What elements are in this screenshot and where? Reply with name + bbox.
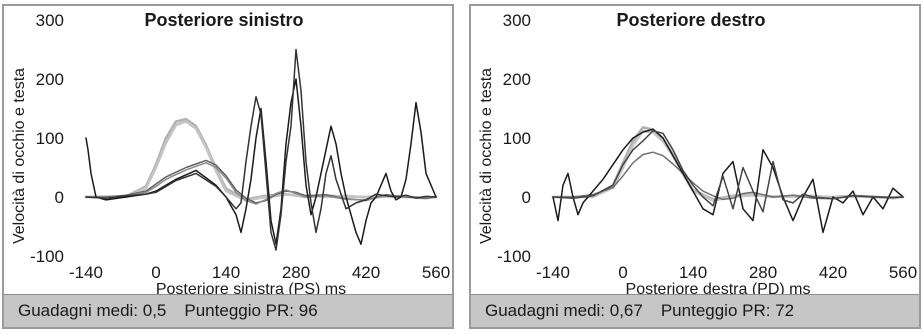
- y-tick-label: 300: [503, 11, 531, 30]
- summary-bar-left: Guadagni medi: 0,5 Punteggio PR: 96: [4, 294, 452, 327]
- x-tick-label: -140: [536, 263, 570, 282]
- x-tick-label: 280: [282, 263, 310, 282]
- y-tick-label: 0: [522, 188, 531, 207]
- x-tick-label: 0: [618, 263, 627, 282]
- x-tick-label: 420: [819, 263, 847, 282]
- y-tick-label: 300: [36, 11, 64, 30]
- y-tick-label: -100: [497, 247, 531, 266]
- x-tick-label: 560: [889, 263, 917, 282]
- x-tick-label: 420: [352, 263, 380, 282]
- velocity-trace: [85, 78, 437, 245]
- pr-score-left: Punteggio PR: 96: [184, 301, 318, 320]
- y-tick-label: 100: [36, 129, 64, 148]
- chart-title-left: Posteriore sinistro: [144, 10, 303, 30]
- x-tick-label: 0: [151, 263, 160, 282]
- x-axis-label-left: Posteriore sinistra (PS) ms: [156, 281, 346, 295]
- mean-gain-left: Guadagni medi: 0,5: [18, 301, 167, 320]
- velocity-trace: [552, 130, 904, 213]
- x-tick-label: -140: [69, 263, 103, 282]
- velocity-trace: [552, 128, 904, 234]
- y-tick-label: 0: [55, 188, 64, 207]
- velocity-trace: [84, 117, 438, 201]
- velocity-trace: [85, 48, 437, 251]
- y-tick-label: 200: [36, 70, 64, 89]
- chart-title-right: Posteriore destro: [616, 10, 765, 30]
- x-axis-label-right: Posteriore destra (PD) ms: [626, 281, 811, 295]
- chart-right: Posteriore destro 300 200 100 0 -100 -140 0 140 2…: [478, 10, 917, 295]
- x-tick-label: 140: [212, 263, 240, 282]
- y-axis-label-right: Velocità di occhio e testa: [478, 68, 495, 244]
- panel-right: Posteriore destro 300 200 100 0 -100 -140 0 140 2…: [469, 4, 921, 329]
- y-tick-label: -100: [30, 247, 64, 266]
- x-tick-label: 560: [422, 263, 450, 282]
- mean-gain-right: Guadagni medi: 0,67: [485, 301, 643, 320]
- y-tick-label: 200: [503, 70, 531, 89]
- pr-score-right: Punteggio PR: 72: [660, 301, 795, 320]
- x-tick-label: 280: [749, 263, 777, 282]
- summary-bar-right: Guadagni medi: 0,67 Punteggio PR: 72: [471, 294, 919, 327]
- velocity-trace: [85, 162, 437, 205]
- x-tick-label: 140: [679, 263, 707, 282]
- y-axis-label-left: Velocità di occhio e testa: [11, 68, 28, 244]
- chart-left: Posteriore sinistro 300 200 100 0 -100 -140 0 14…: [11, 10, 450, 295]
- velocity-trace: [84, 120, 438, 202]
- y-tick-label: 100: [503, 129, 531, 148]
- panel-left: Posteriore sinistro 300 200 100 0 -100 -140 0 14…: [2, 4, 454, 329]
